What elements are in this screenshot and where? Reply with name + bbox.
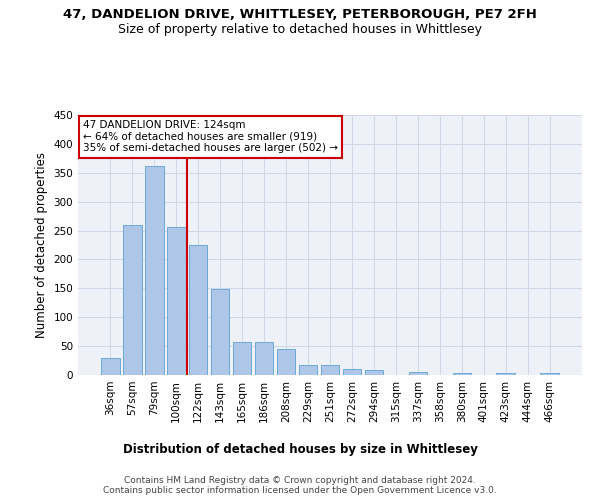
Bar	[541, 374, 559, 375]
Y-axis label: Number of detached properties: Number of detached properties	[35, 152, 48, 338]
Bar	[233, 342, 251, 375]
Text: 47 DANDELION DRIVE: 124sqm
← 64% of detached houses are smaller (919)
35% of sem: 47 DANDELION DRIVE: 124sqm ← 64% of deta…	[83, 120, 338, 154]
Bar	[409, 372, 427, 375]
Text: 47, DANDELION DRIVE, WHITTLESEY, PETERBOROUGH, PE7 2FH: 47, DANDELION DRIVE, WHITTLESEY, PETERBO…	[63, 8, 537, 20]
Bar	[255, 342, 274, 375]
Bar	[277, 349, 295, 375]
Text: Contains HM Land Registry data © Crown copyright and database right 2024.
Contai: Contains HM Land Registry data © Crown c…	[103, 476, 497, 496]
Bar	[320, 364, 340, 375]
Bar	[299, 364, 317, 375]
Bar	[123, 225, 142, 375]
Bar	[211, 290, 229, 375]
Bar	[452, 372, 471, 375]
Bar	[101, 358, 119, 375]
Bar	[343, 369, 361, 375]
Text: Distribution of detached houses by size in Whittlesey: Distribution of detached houses by size …	[122, 442, 478, 456]
Bar	[145, 166, 164, 375]
Bar	[189, 245, 208, 375]
Text: Size of property relative to detached houses in Whittlesey: Size of property relative to detached ho…	[118, 22, 482, 36]
Bar	[167, 227, 185, 375]
Bar	[365, 370, 383, 375]
Bar	[496, 372, 515, 375]
